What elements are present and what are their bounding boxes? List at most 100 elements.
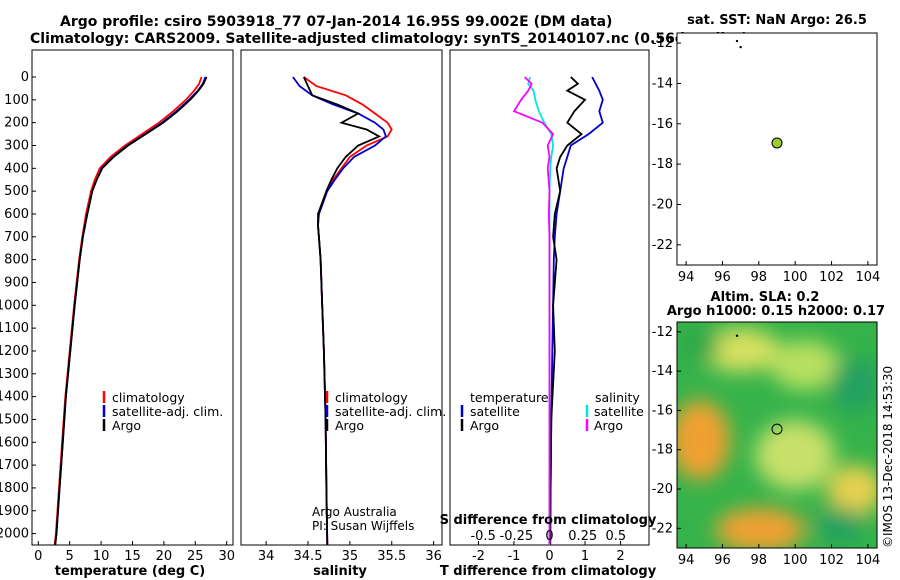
y-tick-label: 300: [4, 138, 29, 153]
altimetry-frame: [676, 321, 878, 549]
x-tick-label: 96: [714, 553, 731, 568]
difference-xlabel: T difference from climatology: [440, 564, 657, 579]
salinity-legend: climatology satellite-adj. clim. Argo: [325, 390, 446, 433]
y-tick-label: 1900: [0, 504, 29, 519]
y-tick-label: -14: [652, 76, 673, 91]
x-tick-label: 102: [819, 553, 844, 568]
temperature-legend: climatology satellite-adj. clim. Argo: [102, 390, 223, 433]
y-tick-label: 1500: [0, 412, 29, 427]
y-tick-label: 1000: [0, 298, 29, 313]
salinity-panel: [240, 49, 443, 546]
s-tick-label: -0.5: [470, 529, 495, 544]
legend-t-satellite: satellite: [470, 404, 520, 419]
title-line1: Argo profile: csiro 5903918_77 07-Jan-20…: [60, 14, 612, 30]
s-tick-label: 0.25: [568, 529, 597, 544]
x-tick-label: 5: [66, 549, 74, 564]
y-tick-label: -16: [652, 117, 673, 132]
y-tick-label: 200: [4, 116, 29, 131]
x-tick-label: 36: [425, 549, 442, 564]
x-tick-label: 15: [124, 549, 141, 564]
series-line-satellite-adj-clim-: [54, 76, 207, 546]
difference-plot: -2 -1 0 1 2 -0.5 -0.25 0 0.25 0.5: [470, 76, 626, 564]
y-tick-label: 700: [4, 230, 29, 245]
s-tick-label: 0: [545, 529, 553, 544]
y-tick-label: 400: [4, 161, 29, 176]
legend-s-argo: Argo: [594, 418, 623, 433]
profile-marker: [771, 137, 783, 149]
x-tick-label: 104: [855, 553, 880, 568]
y-tick-label: 900: [4, 275, 29, 290]
x-tick-label: 98: [751, 270, 768, 285]
legend-satellite: satellite-adj. clim.: [112, 404, 223, 419]
y-tick-label: 1200: [0, 344, 29, 359]
sst-map-panel: [676, 32, 878, 266]
credit: ©IMOS 13-Dec-2018 14:53:30: [881, 366, 895, 548]
y-tick-label: 600: [4, 207, 29, 222]
altimetry-title: Altim. SLA: 0.2: [711, 290, 820, 305]
y-tick-label: 2000: [0, 527, 29, 542]
y-tick-label: -20: [652, 482, 673, 497]
y-tick-label: 1400: [0, 390, 29, 405]
x-tick-label: -2: [472, 549, 485, 564]
y-tick-label: 500: [4, 184, 29, 199]
legend-s-satellite: satellite: [594, 404, 644, 419]
x-tick-label: 96: [714, 270, 731, 285]
profile-marker: [771, 423, 783, 435]
series-line-t-argo: [549, 76, 587, 546]
x-tick-label: 20: [156, 549, 173, 564]
title-line2: Climatology: CARS2009. Satellite-adjuste…: [30, 31, 748, 47]
y-tick-label: -12: [652, 325, 673, 340]
y-tick-label: 1100: [0, 321, 29, 336]
series-line-climatology: [303, 76, 393, 546]
x-tick-label: 0: [34, 549, 42, 564]
x-tick-label: 100: [783, 553, 808, 568]
temperature-xlabel: temperature (deg C): [55, 564, 205, 579]
x-tick-label: 34.5: [294, 549, 323, 564]
s-tick-label: -0.25: [500, 529, 534, 544]
y-tick-label: -18: [652, 157, 673, 172]
y-tick-label: -16: [652, 403, 673, 418]
series-line-t-satellite: [549, 76, 604, 546]
x-tick-label: 0: [545, 549, 553, 564]
x-tick-label: 98: [751, 553, 768, 568]
y-tick-label: 1700: [0, 458, 29, 473]
s-tick-label: 0.5: [605, 529, 626, 544]
temperature-plot: 0100200300400500600700800900100011001200…: [0, 70, 235, 564]
legend-t-argo: Argo: [470, 418, 499, 433]
x-tick-label: 2: [616, 549, 624, 564]
legend-temperature: temperature: [470, 390, 549, 405]
y-tick-label: -20: [652, 197, 673, 212]
x-tick-label: 35: [342, 549, 359, 564]
x-tick-label: 25: [187, 549, 204, 564]
salinity-xlabel: salinity: [313, 564, 367, 579]
series-line-argo: [54, 76, 208, 546]
series-line-s-argo: [512, 76, 555, 545]
legend-climatology: climatology: [112, 390, 185, 405]
altimetry-map: 94 96 98 100 102 104 -12 -14 -16 -18 -20 -22: [652, 325, 881, 568]
y-tick-label: -12: [652, 36, 673, 51]
y-tick-label: 100: [4, 93, 29, 108]
series-line-climatology: [53, 76, 203, 546]
legend-satellite: satellite-adj. clim.: [335, 404, 446, 419]
y-tick-label: 1300: [0, 367, 29, 382]
x-tick-label: 104: [855, 270, 880, 285]
legend-salinity: salinity: [595, 390, 640, 405]
y-tick-label: -14: [652, 364, 673, 379]
y-tick-label: 0: [21, 70, 29, 85]
annotation-pi: PI: Susan Wijffels: [312, 519, 414, 533]
y-tick-label: 1800: [0, 481, 29, 496]
altimetry-subtitle: Argo h1000: 0.15 h2000: 0.17: [667, 304, 885, 319]
x-tick-label: 34: [258, 549, 275, 564]
legend-climatology: climatology: [335, 390, 408, 405]
series-line-satellite-adj-clim-: [292, 76, 387, 546]
legend-argo: Argo: [335, 418, 364, 433]
y-tick-label: -18: [652, 443, 673, 458]
float-dot: [735, 39, 739, 43]
float-dot: [735, 334, 739, 337]
legend-argo: Argo: [112, 418, 141, 433]
x-tick-label: 30: [218, 549, 235, 564]
difference-legend: temperature satellite Argo salinity sate…: [460, 390, 644, 433]
float-dot: [739, 45, 742, 49]
series-line-argo: [302, 76, 382, 546]
